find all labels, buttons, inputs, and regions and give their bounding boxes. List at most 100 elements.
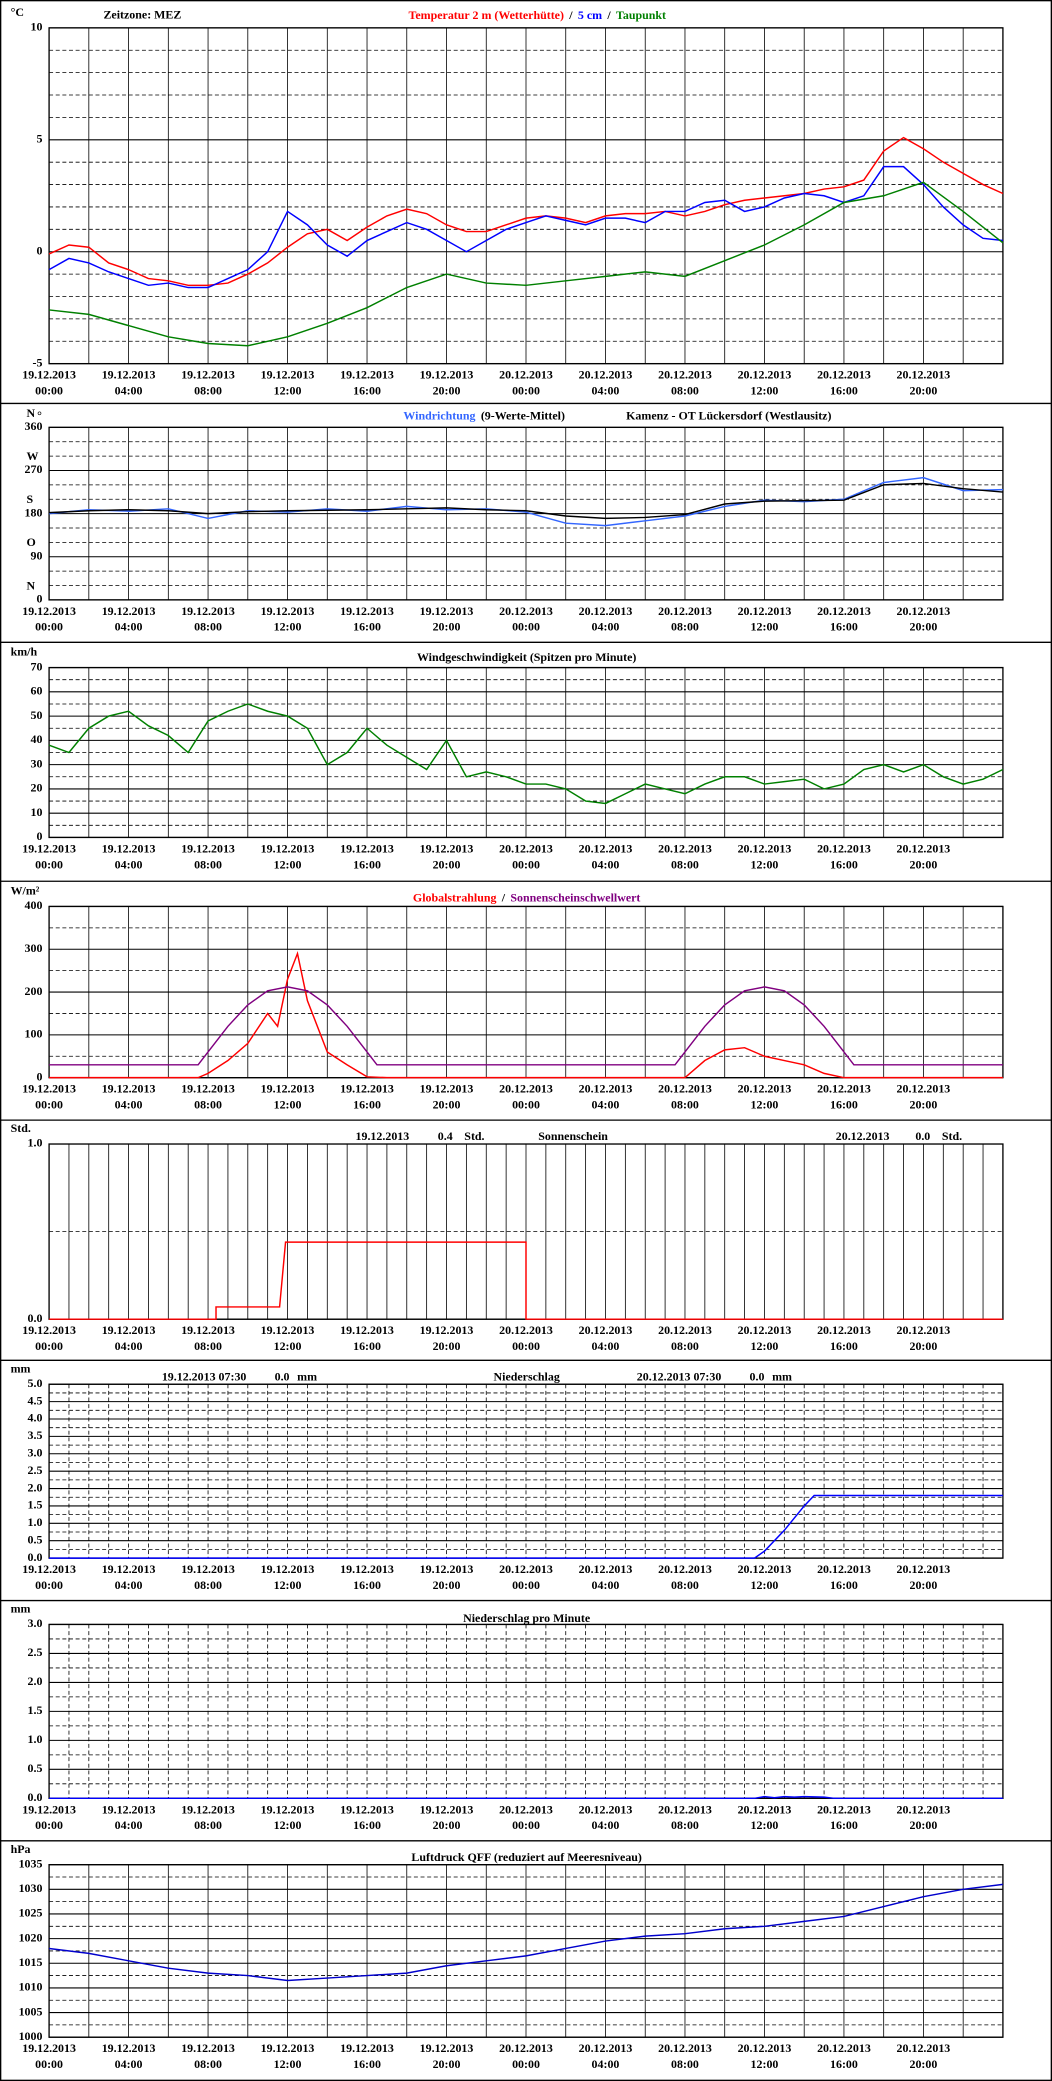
y-tick-label: 360 <box>25 419 43 433</box>
x-tick-label: 20.12.2013 00:00 <box>499 604 553 634</box>
series-line <box>49 1241 1003 1320</box>
x-tick-label: 20.12.2013 12:00 <box>738 2041 792 2071</box>
x-tick-label: 19.12.2013 04:00 <box>102 2041 156 2071</box>
x-tick-label: 19.12.2013 16:00 <box>340 1323 394 1353</box>
y-unit: W/m² <box>11 884 40 898</box>
x-tick-label: 20.12.2013 20:00 <box>897 841 951 871</box>
y-tick-label: 400 <box>25 898 43 912</box>
chart-title: Niederschlag pro Minute <box>463 1611 590 1625</box>
series-line <box>49 1795 1003 1800</box>
x-tick-label: 19.12.2013 16:00 <box>340 604 394 634</box>
x-tick-label: 20.12.2013 00:00 <box>499 1081 553 1111</box>
legend-entry: Windrichtung <box>403 408 475 422</box>
x-tick-label: 20.12.2013 20:00 <box>897 1081 951 1111</box>
y-tick-label: 50 <box>31 708 43 722</box>
x-tick-label: 19.12.2013 16:00 <box>340 1802 394 1832</box>
y-tick-label: 0 <box>36 1069 42 1083</box>
x-tick-label: 20.12.2013 16:00 <box>817 367 871 397</box>
x-tick-label: 19.12.2013 12:00 <box>261 367 315 397</box>
series-line <box>48 136 1004 287</box>
annotation: 0.0 <box>915 1129 930 1143</box>
y-tick-label: 30 <box>31 756 43 770</box>
legend: Globalstrahlung / Sonnenscheinschwellwert <box>413 890 641 904</box>
x-tick-label: 20.12.2013 04:00 <box>579 1081 633 1111</box>
x-tick-label: 19.12.2013 20:00 <box>420 841 474 871</box>
legend-separator: / <box>568 8 573 22</box>
x-tick-label: 19.12.2013 16:00 <box>340 1562 394 1592</box>
y-unit: °C <box>11 5 24 19</box>
y-unit: mm <box>11 1602 31 1616</box>
y-tick-label: 0.5 <box>28 1532 43 1546</box>
x-tick-label: 19.12.2013 08:00 <box>181 604 235 634</box>
x-tick-label: 19.12.2013 08:00 <box>181 1562 235 1592</box>
x-tick-label: 19.12.2013 08:00 <box>181 2041 235 2071</box>
legend-entry: Globalstrahlung <box>413 890 497 904</box>
y-tick-label: 10 <box>31 805 43 819</box>
y-tick-label: 180 <box>25 505 43 519</box>
x-tick-label: 19.12.2013 04:00 <box>102 1802 156 1832</box>
x-tick-label: 20.12.2013 04:00 <box>579 2041 633 2071</box>
x-tick-label: 19.12.2013 04:00 <box>102 1081 156 1111</box>
x-tick-label: 19.12.2013 00:00 <box>22 367 76 397</box>
annotation: mm <box>772 1369 792 1383</box>
x-tick-label: 20.12.2013 08:00 <box>658 841 712 871</box>
x-tick-label: 20.12.2013 16:00 <box>817 1323 871 1353</box>
series-line <box>49 986 1003 1066</box>
chart-title: Sonnenschein <box>538 1129 608 1143</box>
x-tick-label: 20.12.2013 08:00 <box>658 1562 712 1592</box>
y-tick-label: 1.5 <box>28 1498 43 1512</box>
compass-label: O <box>27 535 36 549</box>
chart-title: Luftdruck QFF (reduziert auf Meeresnivea… <box>411 1850 642 1864</box>
x-tick-label: 19.12.2013 04:00 <box>102 367 156 397</box>
y-unit: mm <box>11 1361 31 1375</box>
x-tick-label: 20.12.2013 12:00 <box>738 367 792 397</box>
x-tick-label: 19.12.2013 00:00 <box>22 1081 76 1111</box>
x-tick-label: 19.12.2013 04:00 <box>102 1323 156 1353</box>
y-unit: ° <box>37 408 42 422</box>
x-tick-label: 20.12.2013 00:00 <box>499 1323 553 1353</box>
y-tick-label: 10 <box>31 20 43 34</box>
compass-label: S <box>27 492 34 506</box>
y-tick-label: 3.5 <box>28 1428 43 1442</box>
x-tick-label: 19.12.2013 20:00 <box>420 1562 474 1592</box>
x-tick-label: 19.12.2013 00:00 <box>22 604 76 634</box>
annotation: 19.12.2013 07:30 <box>162 1369 247 1383</box>
x-tick-label: 19.12.2013 12:00 <box>261 1323 315 1353</box>
x-tick-label: 19.12.2013 00:00 <box>22 1802 76 1832</box>
legend-separator: / <box>606 8 611 22</box>
series-line <box>49 1494 1003 1559</box>
x-tick-label: 20.12.2013 08:00 <box>658 1081 712 1111</box>
x-tick-label: 20.12.2013 08:00 <box>658 2041 712 2071</box>
y-tick-label: 0 <box>36 829 42 843</box>
x-tick-label: 20.12.2013 16:00 <box>817 1562 871 1592</box>
x-tick-label: 20.12.2013 00:00 <box>499 1802 553 1832</box>
y-tick-label: 3.0 <box>28 1616 43 1630</box>
x-tick-label: 19.12.2013 16:00 <box>340 841 394 871</box>
x-tick-label: 19.12.2013 04:00 <box>102 1562 156 1592</box>
y-tick-label: 300 <box>25 941 43 955</box>
x-tick-label: 20.12.2013 00:00 <box>499 367 553 397</box>
y-tick-label: 40 <box>31 732 43 746</box>
x-tick-label: 19.12.2013 00:00 <box>22 1323 76 1353</box>
y-tick-label: 1025 <box>19 1906 43 1920</box>
x-tick-label: 19.12.2013 12:00 <box>261 1562 315 1592</box>
annotation: mm <box>297 1369 317 1383</box>
x-tick-label: 19.12.2013 20:00 <box>420 1802 474 1832</box>
x-tick-label: 19.12.2013 08:00 <box>181 1323 235 1353</box>
y-tick-label: 1.0 <box>28 1732 43 1746</box>
x-tick-label: 20.12.2013 08:00 <box>658 604 712 634</box>
x-tick-label: 19.12.2013 20:00 <box>420 1081 474 1111</box>
y-tick-label: 1005 <box>19 2004 43 2018</box>
annotation: Std. <box>464 1129 484 1143</box>
series-line <box>49 181 1004 347</box>
x-tick-label: 19.12.2013 12:00 <box>261 2041 315 2071</box>
y-tick-label: 270 <box>25 462 43 476</box>
series-line <box>49 482 1003 520</box>
series-line <box>48 1883 1004 1982</box>
x-tick-label: 20.12.2013 12:00 <box>738 1081 792 1111</box>
x-tick-label: 19.12.2013 16:00 <box>340 1081 394 1111</box>
x-tick-label: 20.12.2013 04:00 <box>579 367 633 397</box>
x-tick-label: 20.12.2013 12:00 <box>738 1802 792 1832</box>
y-tick-label: 5.0 <box>28 1376 43 1390</box>
